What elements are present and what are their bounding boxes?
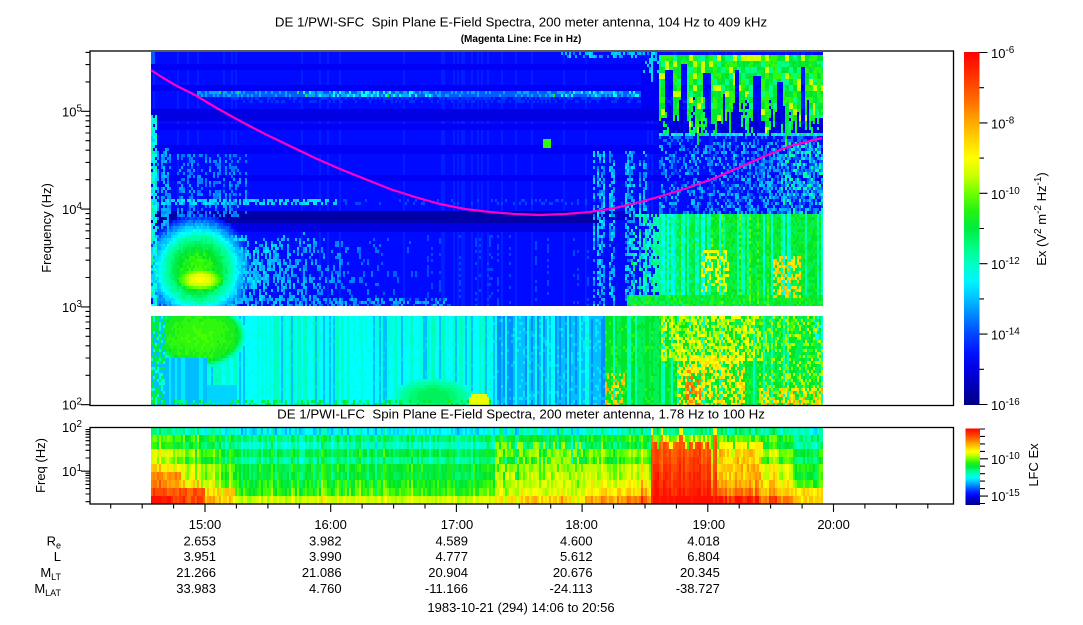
svg-text:16:00: 16:00 [314,517,347,532]
svg-text:DE 1/PWI-LFC Spin Plane E-Fie: DE 1/PWI-LFC Spin Plane E-Field Spectra,… [277,407,765,422]
svg-text:Freq (Hz): Freq (Hz) [33,438,48,493]
svg-text:20:00: 20:00 [817,517,850,532]
svg-text:21.086: 21.086 [302,565,342,580]
svg-text:15:00: 15:00 [189,517,222,532]
svg-text:4.600: 4.600 [560,534,593,549]
svg-text:-11.166: -11.166 [425,581,468,596]
svg-text:20.676: 20.676 [553,565,593,580]
svg-text:-24.113: -24.113 [549,581,592,596]
svg-text:Frequency (Hz): Frequency (Hz) [39,183,54,273]
svg-text:4.777: 4.777 [435,549,468,564]
svg-text:3.982: 3.982 [309,534,342,549]
svg-text:18:00: 18:00 [565,517,598,532]
svg-text:19:00: 19:00 [693,517,726,532]
svg-text:3.990: 3.990 [309,549,342,564]
svg-text:4.018: 4.018 [687,534,720,549]
svg-text:17:00: 17:00 [441,517,474,532]
svg-text:20.345: 20.345 [680,565,720,580]
svg-text:4.589: 4.589 [435,534,468,549]
svg-text:LFC Ex: LFC Ex [1026,443,1041,487]
svg-text:33.983: 33.983 [176,581,216,596]
svg-text:(Magenta Line: Fce in Hz): (Magenta Line: Fce in Hz) [461,34,582,45]
svg-text:4.760: 4.760 [309,581,342,596]
svg-text:2.653: 2.653 [183,534,216,549]
svg-text:DE 1/PWI-SFC Spin Plane E-Fie: DE 1/PWI-SFC Spin Plane E-Field Spectra,… [275,15,767,30]
svg-text:L: L [54,549,61,564]
svg-text:6.804: 6.804 [687,549,720,564]
svg-text:21.266: 21.266 [176,565,216,580]
svg-text:5.612: 5.612 [560,549,593,564]
svg-text:Ex (V2 m-2 Hz-1): Ex (V2 m-2 Hz-1) [1033,172,1049,265]
svg-text:1983-10-21 (294) 14:06 to 20:5: 1983-10-21 (294) 14:06 to 20:56 [427,600,614,615]
svg-text:-38.727: -38.727 [676,581,720,596]
svg-text:3.951: 3.951 [183,549,216,564]
svg-text:20.904: 20.904 [428,565,468,580]
